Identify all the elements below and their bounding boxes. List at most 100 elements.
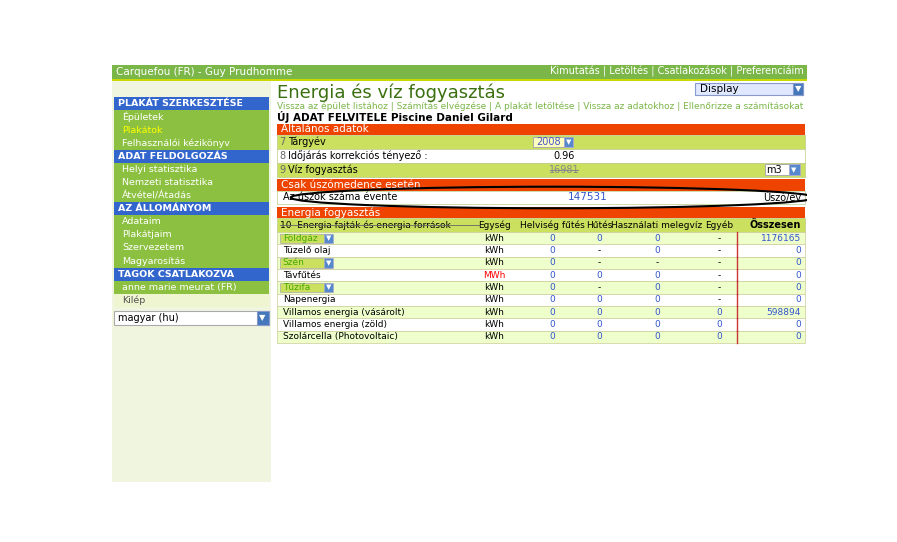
- Bar: [564, 137, 573, 147]
- Text: -: -: [718, 246, 720, 255]
- Bar: [277, 281, 805, 294]
- Bar: [115, 189, 269, 202]
- Bar: [277, 306, 805, 318]
- Text: 0: 0: [654, 308, 660, 317]
- Text: 0.96: 0.96: [553, 151, 575, 161]
- Text: 0: 0: [550, 259, 555, 267]
- Text: 598894: 598894: [767, 308, 801, 317]
- Text: ▼: ▼: [326, 235, 331, 241]
- Bar: [277, 218, 805, 232]
- Text: ▼: ▼: [791, 167, 797, 173]
- Bar: [277, 163, 805, 177]
- Bar: [277, 232, 805, 244]
- Text: 2008: 2008: [536, 137, 561, 147]
- Text: Szolárcella (Photovoltaic): Szolárcella (Photovoltaic): [283, 332, 397, 341]
- Bar: [277, 135, 805, 149]
- Text: 0: 0: [596, 234, 602, 243]
- Bar: [115, 241, 269, 254]
- Text: Villamos energia (vásárolt): Villamos energia (vásárolt): [283, 308, 405, 317]
- Bar: [277, 149, 805, 163]
- Bar: [115, 312, 269, 325]
- Text: Távfűtés: Távfűtés: [283, 271, 320, 280]
- Text: 147531: 147531: [567, 192, 607, 203]
- Text: Tüzelő olaj: Tüzelő olaj: [283, 246, 330, 255]
- Bar: [324, 234, 333, 243]
- Text: Nemzeti statisztika: Nemzeti statisztika: [122, 178, 213, 187]
- Text: Energia és víz fogyasztás: Energia és víz fogyasztás: [277, 83, 505, 102]
- Text: 0: 0: [716, 320, 722, 329]
- Text: Használati melegvíz: Használati melegvíz: [612, 221, 702, 230]
- Text: Csak úszómedence esetén: Csak úszómedence esetén: [281, 180, 421, 190]
- Text: 0: 0: [550, 246, 555, 255]
- Bar: [277, 331, 805, 343]
- Text: TAGOK CSATLAKOZVA: TAGOK CSATLAKOZVA: [118, 269, 234, 279]
- Text: MWh: MWh: [483, 271, 505, 280]
- Text: Általános adatok: Általános adatok: [281, 124, 369, 134]
- Bar: [115, 150, 269, 163]
- Text: kWh: kWh: [484, 234, 504, 243]
- Text: Egység: Egység: [478, 221, 510, 230]
- Text: Hűtés: Hűtés: [586, 221, 612, 230]
- Bar: [115, 254, 269, 268]
- Bar: [277, 294, 805, 306]
- Text: 0: 0: [550, 308, 555, 317]
- Text: 0: 0: [550, 295, 555, 305]
- Text: Vissza az épület listához | Számítás elvégzése | A plakát letöltése | Vissza az : Vissza az épület listához | Számítás elv…: [277, 102, 804, 111]
- Text: 0: 0: [716, 332, 722, 341]
- Text: 0: 0: [796, 332, 801, 341]
- Text: anne marie meurat (FR): anne marie meurat (FR): [122, 283, 237, 292]
- Text: ▼: ▼: [566, 139, 571, 145]
- Bar: [115, 98, 269, 111]
- Bar: [112, 79, 807, 81]
- Text: -: -: [656, 259, 658, 267]
- Text: Kimutatás | Letöltés | Csatlakozások | Preferenciáim: Kimutatás | Letöltés | Csatlakozások | P…: [550, 67, 804, 78]
- Text: 0: 0: [654, 283, 660, 292]
- Bar: [277, 269, 805, 281]
- Text: 16981: 16981: [549, 165, 579, 175]
- Bar: [277, 179, 805, 191]
- Text: kWh: kWh: [484, 332, 504, 341]
- Bar: [115, 215, 269, 228]
- Bar: [280, 259, 331, 268]
- Bar: [277, 257, 805, 269]
- Text: 10  Energia fajták és energia források: 10 Energia fajták és energia források: [280, 221, 451, 230]
- Text: 0: 0: [654, 320, 660, 329]
- Text: -: -: [718, 283, 720, 292]
- Text: 0: 0: [550, 320, 555, 329]
- Text: kWh: kWh: [484, 320, 504, 329]
- Text: ▼: ▼: [259, 313, 266, 322]
- Bar: [115, 202, 269, 215]
- Text: 0: 0: [796, 246, 801, 255]
- Text: Az úszók száma évente: Az úszók száma évente: [283, 192, 397, 203]
- Text: -: -: [718, 234, 720, 243]
- Bar: [533, 137, 570, 147]
- Bar: [115, 281, 269, 294]
- Text: 0: 0: [596, 295, 602, 305]
- Bar: [115, 228, 269, 241]
- Text: -: -: [597, 283, 600, 292]
- Text: Földgáz: Földgáz: [283, 234, 318, 243]
- Text: 0: 0: [550, 332, 555, 341]
- Text: Carquefou (FR) - Guy Prudhomme: Carquefou (FR) - Guy Prudhomme: [116, 67, 292, 77]
- Text: 0: 0: [654, 234, 660, 243]
- Bar: [695, 83, 804, 95]
- Text: 0: 0: [550, 234, 555, 243]
- Bar: [277, 244, 805, 257]
- Bar: [115, 268, 269, 281]
- Text: Plakátjaim: Plakátjaim: [122, 230, 172, 240]
- Text: kWh: kWh: [484, 246, 504, 255]
- Text: 9: 9: [280, 165, 285, 175]
- Text: 0: 0: [796, 283, 801, 292]
- Bar: [112, 65, 807, 79]
- Text: 0: 0: [596, 332, 602, 341]
- Bar: [115, 163, 269, 176]
- Text: Magyarosítás: Magyarosítás: [122, 256, 186, 266]
- Text: 8: 8: [280, 151, 285, 161]
- Text: Szén: Szén: [283, 259, 304, 267]
- Text: 0: 0: [654, 246, 660, 255]
- Text: 0: 0: [654, 295, 660, 305]
- Bar: [280, 234, 331, 243]
- Text: Display: Display: [700, 84, 738, 94]
- Text: Víz fogyasztás: Víz fogyasztás: [288, 165, 358, 175]
- Text: Villamos energia (zöld): Villamos energia (zöld): [283, 320, 387, 329]
